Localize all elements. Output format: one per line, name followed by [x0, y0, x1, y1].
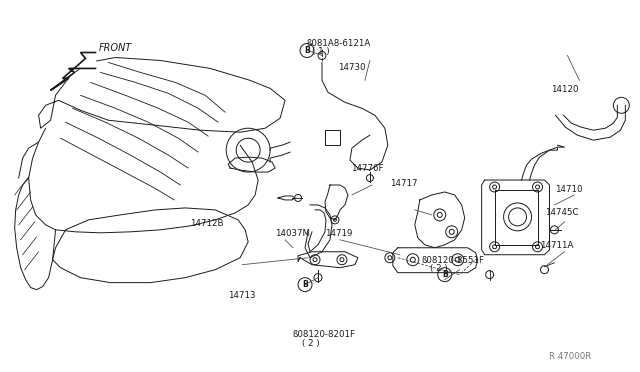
- Text: FRONT: FRONT: [99, 42, 132, 52]
- Text: 14776F: 14776F: [351, 164, 383, 173]
- Text: B: B: [304, 46, 310, 55]
- Polygon shape: [51, 52, 95, 90]
- Text: 14719: 14719: [325, 229, 353, 238]
- Text: ß081A8-6121A: ß081A8-6121A: [306, 39, 370, 48]
- Text: 14713: 14713: [228, 291, 255, 300]
- Text: 14711A: 14711A: [540, 241, 573, 250]
- Text: 14717: 14717: [390, 179, 418, 187]
- Text: ( 2 ): ( 2 ): [302, 339, 320, 348]
- Text: B: B: [442, 270, 447, 279]
- Text: 14120: 14120: [551, 85, 579, 94]
- Text: B: B: [302, 280, 308, 289]
- Text: 14745C: 14745C: [545, 208, 579, 217]
- Text: 14730: 14730: [338, 63, 365, 72]
- Text: ß08120-8551F: ß08120-8551F: [421, 256, 484, 265]
- Text: 14037M: 14037M: [275, 229, 310, 238]
- Text: 14712B: 14712B: [189, 219, 223, 228]
- Text: 14710: 14710: [555, 185, 582, 194]
- Text: R 47000R: R 47000R: [548, 352, 591, 361]
- Text: ß08120-8201F: ß08120-8201F: [292, 330, 355, 340]
- Text: ( 2 ): ( 2 ): [430, 264, 447, 273]
- Text: ( 1 ): ( 1 ): [312, 47, 330, 56]
